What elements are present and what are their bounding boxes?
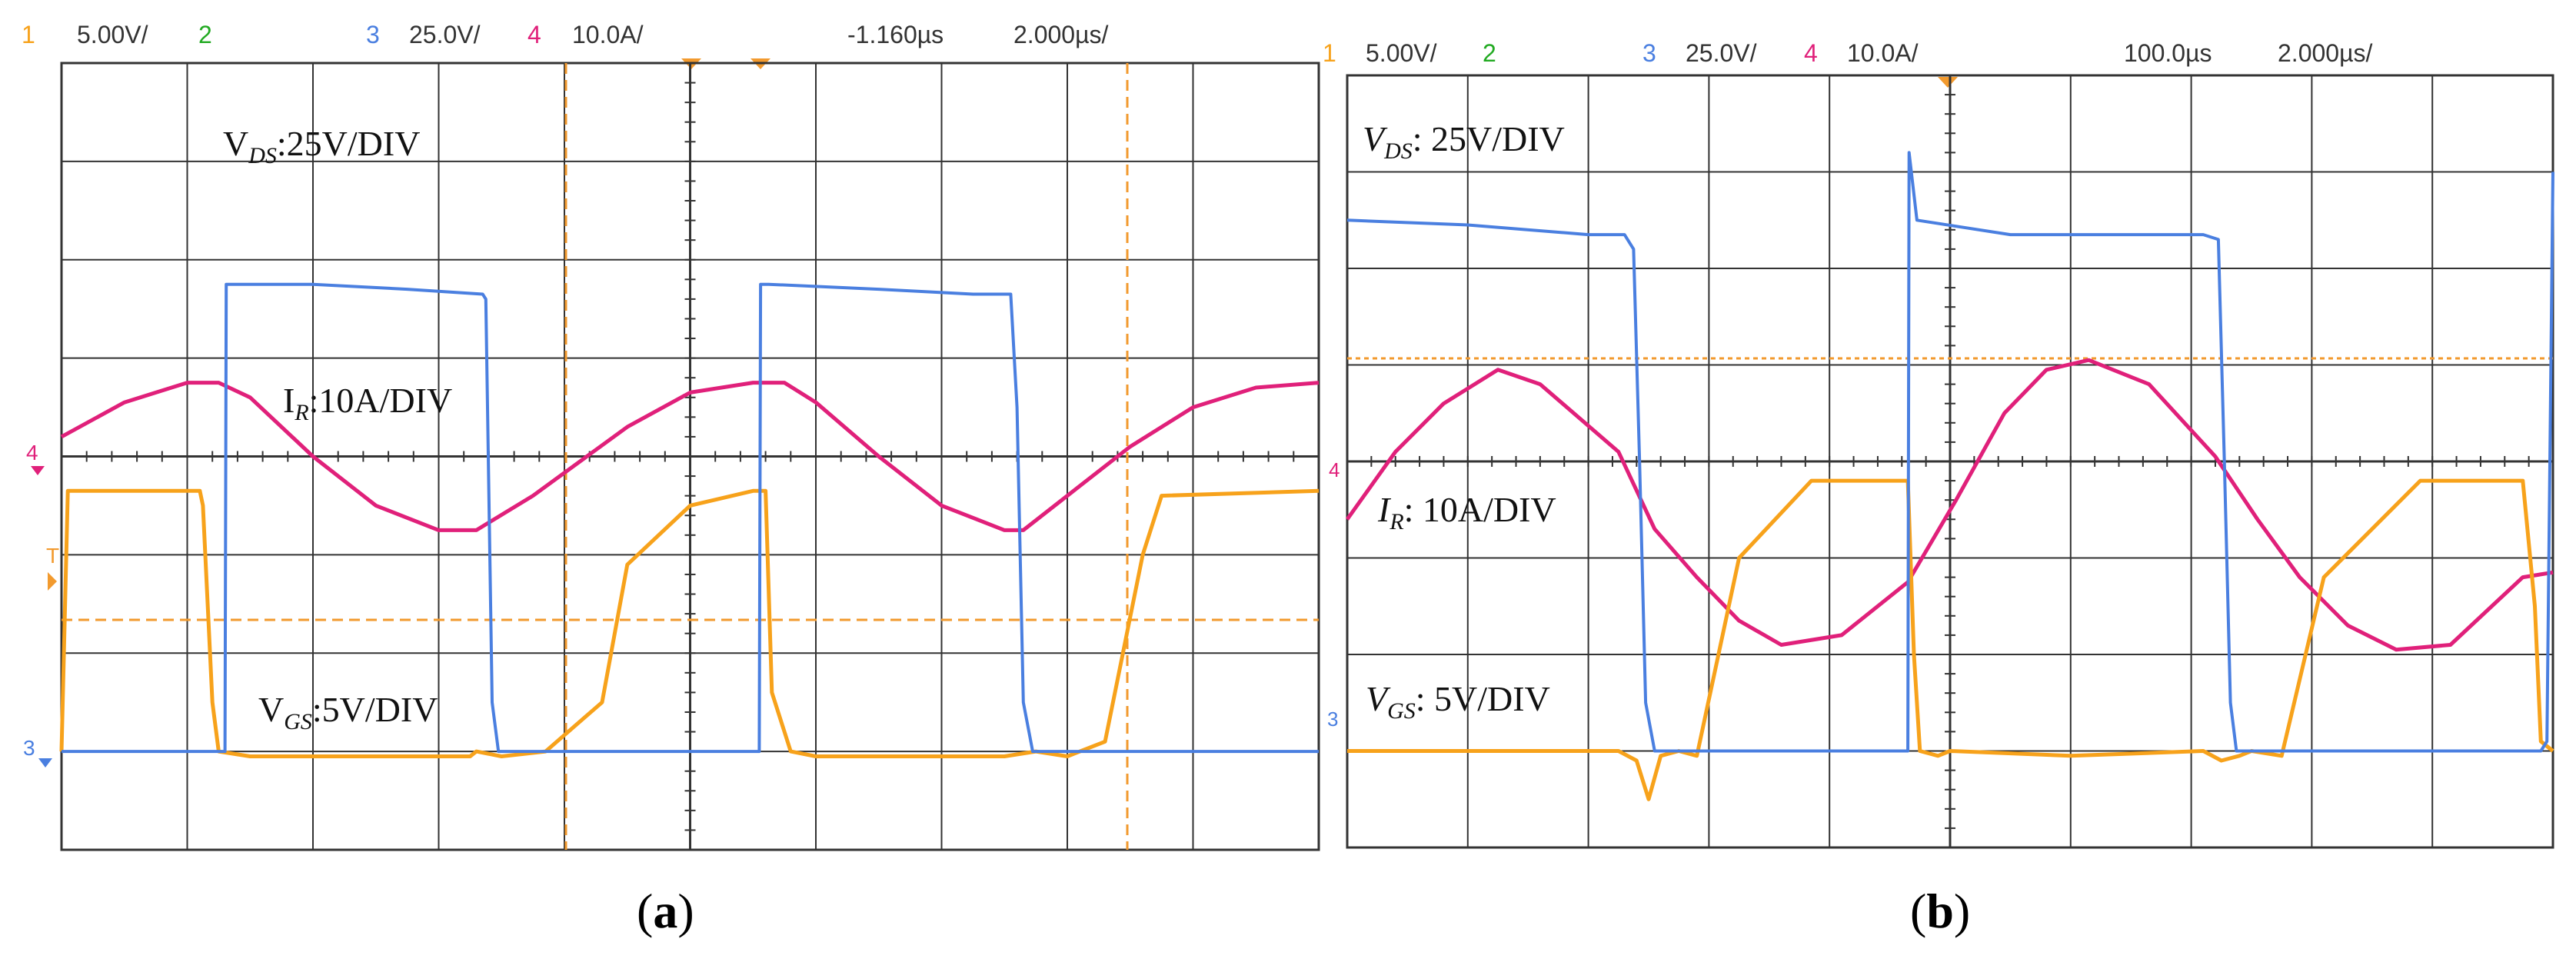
ch3-scale: 25.0V/ — [409, 21, 481, 48]
caption-a: (a) — [637, 884, 694, 938]
vds-annotation: VDS:25V/DIV — [223, 124, 420, 168]
ir-subscript: R — [294, 400, 308, 425]
ch4-number: 4 — [528, 21, 541, 48]
caption-b-letter: b — [1926, 884, 1954, 938]
trace-v-gs — [1347, 478, 2554, 801]
vgs-symbol: V — [1366, 679, 1391, 718]
ch3-scale: 25.0V/ — [1686, 39, 1757, 67]
ch1-number: 1 — [1323, 39, 1336, 67]
vds-scale: : 25V/DIV — [1413, 119, 1565, 158]
vds-scale: :25V/DIV — [277, 124, 421, 163]
trace-i-r — [1345, 358, 2554, 652]
vds-symbol: V — [1363, 119, 1388, 158]
vgs-subscript: GS — [1387, 698, 1416, 724]
svg-text:VDS:25V/DIV: VDS:25V/DIV — [223, 124, 420, 168]
vgs-annotation: VGS: 5V/DIV — [1366, 679, 1550, 724]
ch2-number: 2 — [198, 21, 212, 48]
grid-a — [60, 62, 1320, 851]
vds-subscript: DS — [248, 143, 277, 168]
ch3-marker: 3 — [23, 736, 35, 760]
grid-b — [1346, 74, 2554, 849]
ir-symbol: I — [283, 381, 295, 420]
caption-a-letter: a — [653, 884, 677, 938]
svg-text:IR:10A/DIV: IR:10A/DIV — [283, 381, 452, 425]
timebase: 2.000µs/ — [1013, 21, 1109, 48]
ch4-ground-icon — [31, 466, 45, 475]
svg-text:VGS:5V/DIV: VGS:5V/DIV — [258, 690, 438, 734]
trace-i-r — [60, 381, 1320, 532]
vgs-scale: :5V/DIV — [312, 690, 438, 729]
ir-scale: :10A/DIV — [309, 381, 453, 420]
ch3-marker: 3 — [1327, 708, 1338, 731]
traces-a — [59, 282, 1320, 758]
ch4-marker: 4 — [1329, 458, 1340, 481]
traces-b — [1345, 151, 2554, 801]
svg-text:VGS: 5V/DIV: VGS: 5V/DIV — [1366, 679, 1550, 724]
ch3-ground-icon — [38, 758, 52, 768]
ch3-number: 3 — [1642, 39, 1656, 67]
ch2-number: 2 — [1483, 39, 1496, 67]
vds-symbol: V — [223, 124, 248, 163]
ch4-marker: 4 — [26, 441, 38, 465]
trigger-position: 100.0µs — [2124, 39, 2212, 67]
timebase: 2.000µs/ — [2278, 39, 2373, 67]
vds-subscript: DS — [1383, 138, 1413, 164]
ir-annotation: IR: 10A/DIV — [1377, 490, 1556, 534]
ch4-scale: 10.0A/ — [572, 21, 644, 48]
ch3-number: 3 — [366, 21, 380, 48]
vgs-subscript: GS — [284, 709, 312, 734]
ch1-scale: 5.00V/ — [1366, 39, 1437, 67]
trace-v-gs — [59, 488, 1320, 758]
panel-b: 1 5.00V/ 2 3 25.0V/ 4 10.0A/ 100.0µs 2.0… — [1323, 39, 2554, 938]
ir-subscript: R — [1389, 509, 1403, 534]
trigger-level-marker: T — [46, 544, 59, 568]
vgs-symbol: V — [258, 690, 284, 729]
ir-annotation: IR:10A/DIV — [283, 381, 452, 425]
trigger-position: -1.160µs — [847, 21, 944, 48]
ch4-number: 4 — [1804, 39, 1818, 67]
trace-v-ds — [1346, 151, 2554, 753]
panel-a: 1 5.00V/ 2 3 25.0V/ 4 10.0A/ -1.160µs 2.… — [22, 21, 1320, 938]
ch1-scale: 5.00V/ — [77, 21, 148, 48]
ir-symbol: I — [1377, 490, 1392, 529]
ir-scale: : 10A/DIV — [1404, 490, 1556, 529]
ch4-scale: 10.0A/ — [1847, 39, 1919, 67]
vds-annotation: VDS: 25V/DIV — [1363, 119, 1565, 164]
vgs-annotation: VGS:5V/DIV — [258, 690, 438, 734]
vgs-scale: : 5V/DIV — [1416, 679, 1550, 718]
svg-text:VDS: 25V/DIV: VDS: 25V/DIV — [1363, 119, 1565, 164]
trigger-marker-icon — [1938, 77, 1958, 88]
caption-b: (b) — [1910, 884, 1970, 938]
trace-v-ds — [62, 282, 1319, 754]
trigger-level-icon — [48, 572, 57, 591]
ch1-number: 1 — [22, 21, 35, 48]
svg-text:IR: 10A/DIV: IR: 10A/DIV — [1377, 490, 1556, 534]
